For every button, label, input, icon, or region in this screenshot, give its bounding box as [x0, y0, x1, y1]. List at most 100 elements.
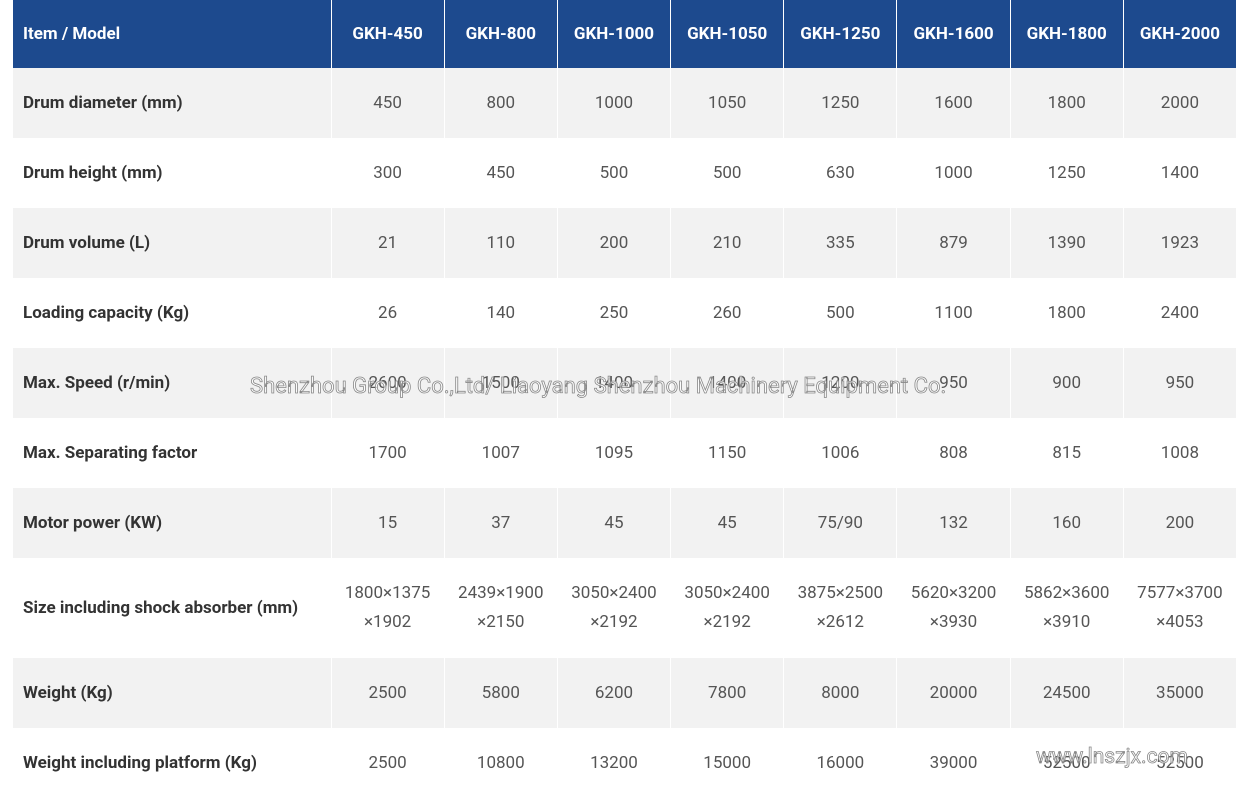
cell: 1400 [557, 348, 672, 418]
cell: 6200 [557, 658, 672, 728]
cell: 1100 [896, 278, 1011, 348]
cell: 879 [896, 208, 1011, 278]
cell: 16000 [783, 728, 898, 798]
cell: 1095 [557, 418, 672, 488]
row-label: Drum diameter (mm) [13, 68, 332, 138]
cell: 15000 [670, 728, 785, 798]
cell-line: 7577×3700 [1137, 583, 1223, 603]
watermark: Shenzhou Group Co.,Ltd/ Liaoyang Shenzho… [250, 374, 947, 400]
cell: 1006 [783, 418, 898, 488]
cell: 2400 [1123, 278, 1238, 348]
row-label: Drum volume (L) [13, 208, 332, 278]
cell: 3050×2400 ×2192 [670, 558, 785, 658]
cell-line: 2439×1900 [458, 583, 544, 603]
cell-line: ×2150 [477, 612, 525, 632]
cell: 1050 [670, 68, 785, 138]
row-label: Motor power (KW) [13, 488, 332, 558]
cell: 8000 [783, 658, 898, 728]
model-header: GKH-1800 [1010, 0, 1124, 68]
cell: 10800 [444, 728, 558, 798]
cell: 900 [1010, 348, 1124, 418]
row-label: Max. Separating factor [13, 418, 332, 488]
cell: 1000 [557, 68, 672, 138]
cell: 24500 [1010, 658, 1124, 728]
cell: 37 [444, 488, 558, 558]
header-row: Item / Model GKH-450 GKH-800 GKH-1000 GKH-10… [13, 0, 1238, 68]
cell: 1400 [1123, 138, 1238, 208]
cell: 1000 [896, 138, 1011, 208]
row-label: Weight (Kg) [13, 658, 332, 728]
model-header: GKH-2000 [1123, 0, 1238, 68]
model-header: GKH-1050 [670, 0, 785, 68]
cell: 1700 [331, 418, 445, 488]
cell: 335 [783, 208, 898, 278]
model-header: GKH-1600 [896, 0, 1011, 68]
cell: 39000 [896, 728, 1011, 798]
cell: 140 [444, 278, 558, 348]
cell: 1008 [1123, 418, 1238, 488]
cell: 1007 [444, 418, 558, 488]
cell: 2500 [331, 658, 445, 728]
cell: 110 [444, 208, 558, 278]
cell: 7577×3700 ×4053 [1123, 558, 1238, 658]
cell: 2600 [331, 348, 445, 418]
cell-line: 3050×2400 [684, 583, 770, 603]
row-label: Drum height (mm) [13, 138, 332, 208]
cell: 300 [331, 138, 445, 208]
cell: 500 [670, 138, 785, 208]
row-label: Max. Speed (r/min) [13, 348, 332, 418]
cell-line: ×3910 [1043, 612, 1091, 632]
model-header: GKH-1000 [557, 0, 672, 68]
cell-line: 3875×2500 [797, 583, 884, 603]
cell: 950 [896, 348, 1011, 418]
cell: 15 [331, 488, 445, 558]
model-header: GKH-800 [444, 0, 558, 68]
cell: 815 [1010, 418, 1124, 488]
cell-line: 3050×2400 [571, 583, 657, 603]
table-row: Drum height (mm) 300 450 500 500 630 1000 1250 1… [13, 138, 1238, 208]
cell: 1250 [1010, 138, 1124, 208]
spec-table: Item / Model GKH-450 GKH-800 GKH-1000 GKH-10… [13, 0, 1238, 798]
cell-line: ×2192 [703, 612, 751, 632]
cell-line: 5862×3600 [1023, 583, 1110, 603]
table-row: Motor power (KW) 15 37 45 45 75/90 132 160 200 [13, 488, 1238, 558]
cell: 13200 [557, 728, 672, 798]
cell-line: ×2192 [590, 612, 638, 632]
cell: 26 [331, 278, 445, 348]
table-row: Size including shock absorber (mm) 1800×1… [13, 558, 1238, 658]
cell: 45 [557, 488, 672, 558]
cell: 1500 [444, 348, 558, 418]
cell: 1400 [670, 348, 785, 418]
cell: 1150 [670, 418, 785, 488]
cell: 160 [1010, 488, 1124, 558]
cell: 45 [670, 488, 785, 558]
cell: 5800 [444, 658, 558, 728]
cell: 1250 [783, 68, 898, 138]
cell: 132 [896, 488, 1011, 558]
table-row: Max. Speed (r/min) 2600 1500 1400 1400 1200 95… [13, 348, 1238, 418]
cell: 1800×1375 ×1902 [331, 558, 445, 658]
cell: 800 [444, 68, 558, 138]
cell: 210 [670, 208, 785, 278]
model-header: GKH-1250 [783, 0, 898, 68]
cell-line: ×1902 [363, 612, 412, 632]
table-row: Weight (Kg) 2500 5800 6200 7800 8000 20000 2450… [13, 658, 1238, 728]
row-label: Loading capacity (Kg) [13, 278, 332, 348]
cell: 1390 [1010, 208, 1124, 278]
cell: 200 [557, 208, 672, 278]
cell: 35000 [1123, 658, 1238, 728]
cell: 7800 [670, 658, 785, 728]
cell: 1800 [1010, 68, 1124, 138]
cell: 2000 [1123, 68, 1238, 138]
row-label: Weight including platform (Kg) [13, 728, 332, 798]
cell: 2439×1900 ×2150 [444, 558, 558, 658]
cell: 5620×3200 ×3930 [896, 558, 1011, 658]
cell: 250 [557, 278, 672, 348]
cell: 450 [331, 68, 445, 138]
cell: 500 [557, 138, 672, 208]
cell-line: ×2612 [816, 612, 864, 632]
cell-line: 5620×3200 [910, 583, 997, 603]
cell: 3050×2400 ×2192 [557, 558, 672, 658]
cell: 950 [1123, 348, 1238, 418]
cell: 630 [783, 138, 898, 208]
